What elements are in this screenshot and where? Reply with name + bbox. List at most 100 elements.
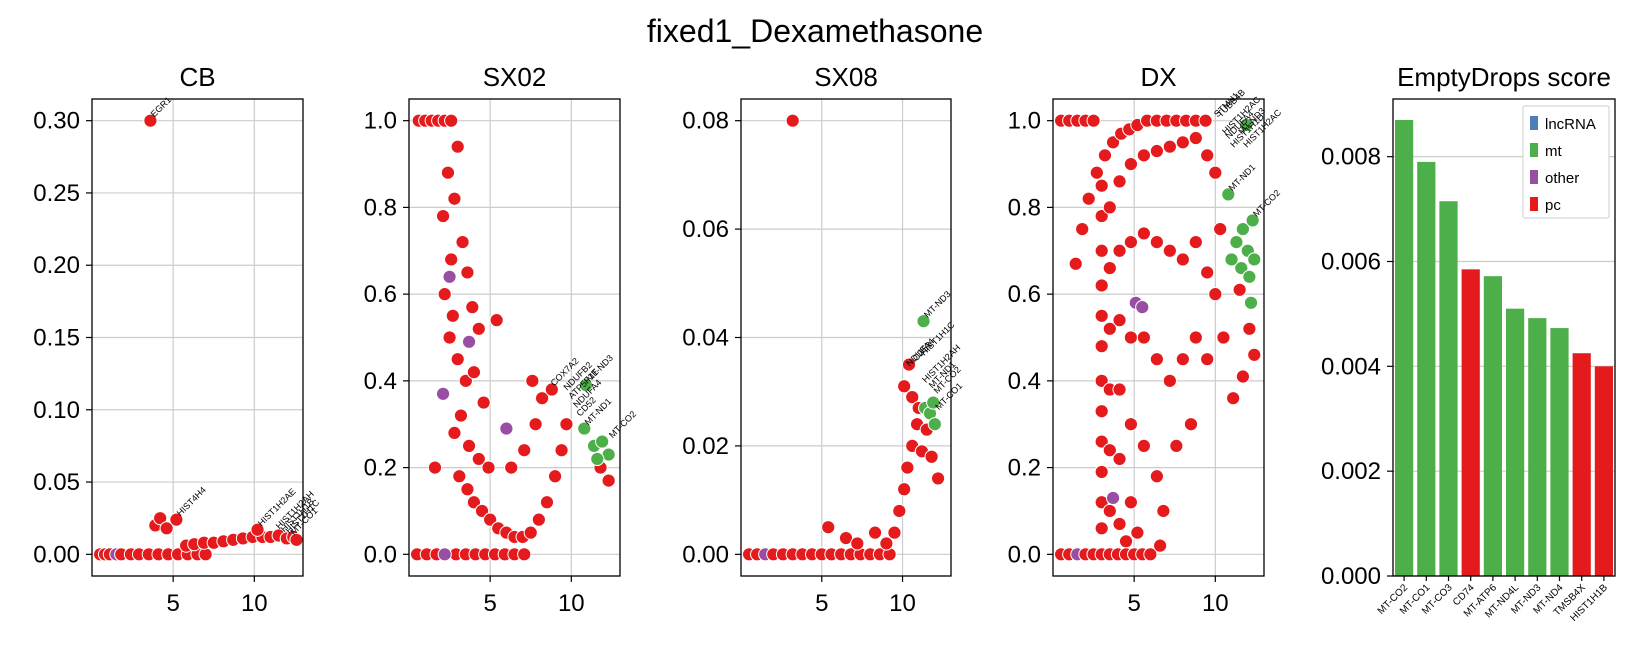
y-tick-label: 0.8 <box>364 194 397 221</box>
y-tick-label: 1.0 <box>1008 108 1041 135</box>
y-tick-label: 0.30 <box>33 108 80 135</box>
bar-mt <box>1417 161 1436 576</box>
scatter-point-pc <box>461 438 477 454</box>
scatter-point-pc <box>1162 373 1177 388</box>
scatter-point-pc <box>481 460 496 475</box>
scatter-point-pc <box>1188 235 1203 250</box>
scatter-point-pc <box>879 536 894 551</box>
scatter-point-pc <box>471 451 486 467</box>
scatter-point-pc <box>460 265 475 280</box>
scatter-point-pc <box>1112 313 1127 328</box>
scatter-point-pc <box>1149 469 1164 484</box>
bar-pc <box>1461 269 1480 576</box>
scatter-point-pc <box>1102 503 1117 519</box>
scatter-point-pc <box>450 139 465 154</box>
scatter-point-pc <box>1156 503 1171 519</box>
y-tick-label: 0.05 <box>33 469 80 496</box>
scatter-point-pc <box>1175 252 1190 267</box>
scatter-point-pc <box>1086 113 1101 128</box>
scatter-point-pc <box>1216 330 1231 345</box>
axes-frame <box>408 98 621 577</box>
scatter-point-pc <box>523 525 538 540</box>
scatter-point-pc <box>534 391 550 406</box>
scatter-point-other <box>1105 490 1121 506</box>
scatter-point-pc <box>1143 547 1158 562</box>
scatter-point-pc <box>1102 321 1117 336</box>
scatter-point-mt <box>595 434 610 449</box>
scatter-point-mt <box>926 395 941 410</box>
scatter-point-mt <box>1234 261 1249 276</box>
scatter-point-pc <box>900 460 915 475</box>
x-tick-label: 10 <box>558 590 585 617</box>
scatter-point-pc <box>435 208 451 224</box>
gene-annotation: MT-ND3 <box>922 289 953 320</box>
y-tick-label: 0.00 <box>682 541 729 568</box>
scatter-point-pc <box>901 357 917 372</box>
scatter-point-pc <box>1175 352 1190 367</box>
axes-frame <box>1052 98 1265 577</box>
x-tick-label: 5 <box>1127 590 1140 617</box>
scatter-point-pc <box>476 395 491 410</box>
y-tick-label: 0.04 <box>682 325 729 352</box>
bar-pc <box>1594 366 1614 576</box>
scatter-point-pc <box>159 521 174 536</box>
y-tick-label: 0.15 <box>33 325 80 352</box>
gene-annotation: MT-CO2 <box>1251 188 1282 219</box>
scatter-point-pc <box>1188 130 1203 146</box>
bar-mt <box>1505 308 1525 576</box>
y-tick-label: 0.06 <box>682 216 729 243</box>
scatter-point-mt <box>1224 252 1239 267</box>
scatter-point-pc <box>1247 347 1262 362</box>
scatter-point-pc <box>143 113 158 128</box>
x-tick-label: 10 <box>1202 590 1229 617</box>
y-tick-label: 0.00 <box>33 541 80 568</box>
scatter-point-pc <box>897 379 912 394</box>
scatter-point-pc <box>1149 352 1164 367</box>
scatter-point-pc <box>1200 265 1215 280</box>
scatter-point-other <box>437 547 452 562</box>
x-tick-label: 5 <box>815 590 828 617</box>
scatter-point-pc <box>525 373 540 388</box>
bar-mt <box>1483 276 1503 576</box>
scatter-point-pc <box>1208 165 1223 180</box>
scatter-point-pc <box>447 425 462 440</box>
y-tick-label: 1.0 <box>364 108 397 135</box>
legend-label-mt: mt <box>1545 143 1562 160</box>
scatter-point-pc <box>1094 464 1109 480</box>
scatter-point-pc <box>1112 243 1127 258</box>
chart-panel-3: MT-ND3NDUFA4CD52HIST1H1CHIST1H2AHMT-ND1M… <box>682 62 964 617</box>
scatter-point-pc <box>1081 191 1096 206</box>
y-tick-label: 0.4 <box>364 368 397 395</box>
legend-label-other: other <box>1545 170 1579 187</box>
scatter-point-pc <box>437 287 452 302</box>
y-tick-label: 0.006 <box>1321 248 1381 275</box>
axes-frame <box>91 98 304 577</box>
gene-annotation: MT-CO2 <box>607 409 638 440</box>
chart-panel-2: COX7A2NDUFB2ATP5F1ENDUFA4MT-ND3CD52MT-ND… <box>364 62 638 617</box>
scatter-point-pc <box>517 443 532 458</box>
chart-panel-5: MT-CO2MT-CO1MT-CO3CD74MT-ATP6MT-ND4LMT-N… <box>1321 62 1616 624</box>
panel-title: DX <box>1140 62 1176 92</box>
chart-panel-4: STMN1TUBB4BHIST1H2ACNDUFA4HIST1H1DMT-ND3… <box>1008 62 1284 617</box>
scatter-point-pc <box>1118 534 1134 549</box>
scatter-point-pc <box>1075 221 1090 237</box>
bar-mt <box>1550 328 1569 576</box>
scatter-point-pc <box>466 495 482 510</box>
scatter-point-pc <box>785 113 800 128</box>
scatter-point-mt <box>1239 117 1254 133</box>
scatter-point-other <box>461 334 477 349</box>
scatter-point-pc <box>1136 438 1151 454</box>
y-tick-label: 0.004 <box>1321 353 1381 380</box>
axes-frame <box>740 98 952 577</box>
scatter-point-pc <box>1235 369 1251 384</box>
scatter-point-pc <box>1105 135 1121 150</box>
scatter-point-pc <box>427 460 443 475</box>
y-tick-label: 0.8 <box>1008 194 1041 221</box>
panel-title: CB <box>179 62 215 92</box>
scatter-point-pc <box>1213 221 1228 237</box>
axes-frame <box>1392 98 1616 577</box>
scatter-point-pc <box>905 390 920 405</box>
bars <box>1394 119 1614 576</box>
scatter-point-other <box>499 421 514 436</box>
